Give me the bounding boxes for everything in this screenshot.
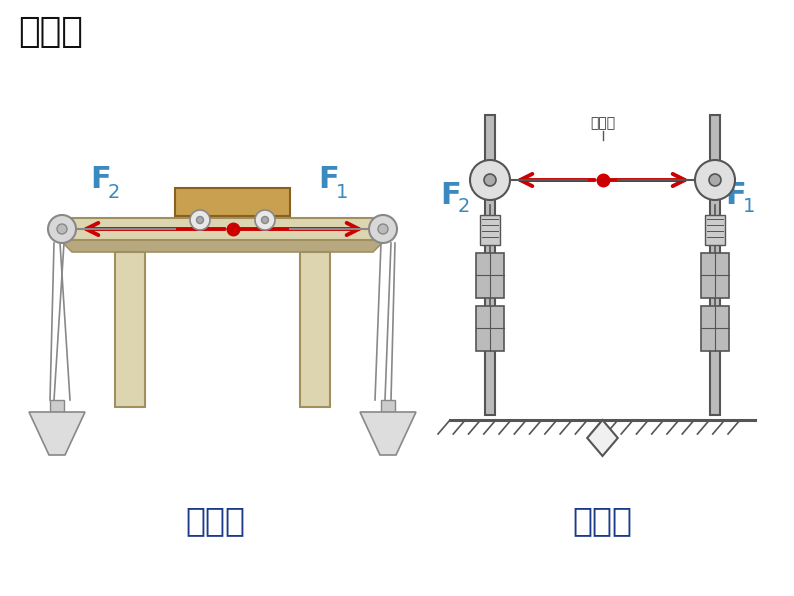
Text: 硬纸板: 硬纸板 xyxy=(590,116,615,130)
Text: F: F xyxy=(725,181,746,210)
Polygon shape xyxy=(705,215,725,245)
Circle shape xyxy=(695,160,735,200)
Polygon shape xyxy=(701,306,729,351)
Text: F: F xyxy=(440,181,461,210)
Text: 方案二: 方案二 xyxy=(572,504,632,537)
Circle shape xyxy=(255,210,275,230)
Text: F: F xyxy=(318,166,339,194)
Polygon shape xyxy=(588,420,618,456)
Text: 方案一: 方案一 xyxy=(185,504,245,537)
Circle shape xyxy=(48,215,76,243)
Polygon shape xyxy=(701,253,729,298)
Circle shape xyxy=(261,216,268,224)
Polygon shape xyxy=(300,252,330,407)
Circle shape xyxy=(369,215,397,243)
Circle shape xyxy=(196,216,203,224)
Circle shape xyxy=(470,160,510,200)
Circle shape xyxy=(709,174,721,186)
Polygon shape xyxy=(381,400,395,412)
Polygon shape xyxy=(480,215,500,245)
Text: 试一试: 试一试 xyxy=(18,15,83,49)
Circle shape xyxy=(190,210,210,230)
Polygon shape xyxy=(60,240,385,252)
Polygon shape xyxy=(485,115,495,415)
Polygon shape xyxy=(476,253,504,298)
Polygon shape xyxy=(175,188,290,216)
Text: 1: 1 xyxy=(336,182,349,201)
Text: F: F xyxy=(90,166,110,194)
Circle shape xyxy=(484,174,496,186)
Polygon shape xyxy=(29,412,85,455)
Text: 1: 1 xyxy=(743,197,755,216)
Circle shape xyxy=(57,224,67,234)
Polygon shape xyxy=(115,252,145,407)
Text: 2: 2 xyxy=(458,197,470,216)
Polygon shape xyxy=(60,218,385,240)
Polygon shape xyxy=(50,400,64,412)
Polygon shape xyxy=(476,306,504,351)
Polygon shape xyxy=(710,115,720,415)
Polygon shape xyxy=(360,412,416,455)
Circle shape xyxy=(378,224,388,234)
Text: 2: 2 xyxy=(108,182,121,201)
